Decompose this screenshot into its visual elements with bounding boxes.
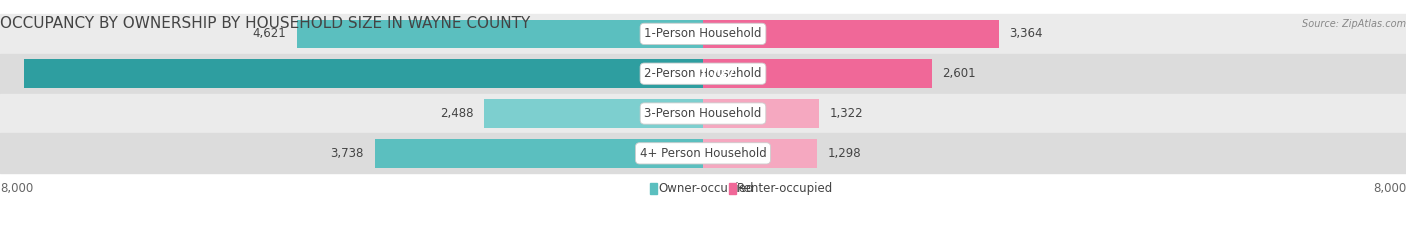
- Bar: [297, 20, 703, 48]
- Bar: [484, 99, 703, 128]
- Bar: [650, 183, 657, 194]
- Text: 1,298: 1,298: [828, 147, 862, 160]
- Text: 4,621: 4,621: [253, 27, 287, 40]
- Text: 3-Person Household: 3-Person Household: [644, 107, 762, 120]
- Bar: [0, 94, 1406, 134]
- Bar: [24, 59, 703, 88]
- Text: 8,000: 8,000: [0, 182, 34, 195]
- Text: 4+ Person Household: 4+ Person Household: [640, 147, 766, 160]
- Bar: [374, 139, 703, 168]
- Text: 7,727: 7,727: [699, 67, 735, 80]
- Bar: [0, 134, 1406, 173]
- Text: 2,488: 2,488: [440, 107, 474, 120]
- Text: 1-Person Household: 1-Person Household: [644, 27, 762, 40]
- Bar: [730, 183, 735, 194]
- Text: 3,364: 3,364: [1010, 27, 1043, 40]
- Text: 3,738: 3,738: [330, 147, 364, 160]
- Text: 8,000: 8,000: [1372, 182, 1406, 195]
- Bar: [703, 139, 817, 168]
- Text: Renter-occupied: Renter-occupied: [737, 182, 834, 195]
- Text: 1,322: 1,322: [830, 107, 863, 120]
- Text: OCCUPANCY BY OWNERSHIP BY HOUSEHOLD SIZE IN WAYNE COUNTY: OCCUPANCY BY OWNERSHIP BY HOUSEHOLD SIZE…: [0, 16, 530, 31]
- Text: Source: ZipAtlas.com: Source: ZipAtlas.com: [1302, 19, 1406, 29]
- Bar: [0, 54, 1406, 94]
- Bar: [703, 99, 820, 128]
- Text: 2,601: 2,601: [942, 67, 976, 80]
- Bar: [703, 59, 932, 88]
- Text: 2-Person Household: 2-Person Household: [644, 67, 762, 80]
- Bar: [0, 14, 1406, 54]
- Bar: [703, 20, 998, 48]
- Text: Owner-occupied: Owner-occupied: [658, 182, 754, 195]
